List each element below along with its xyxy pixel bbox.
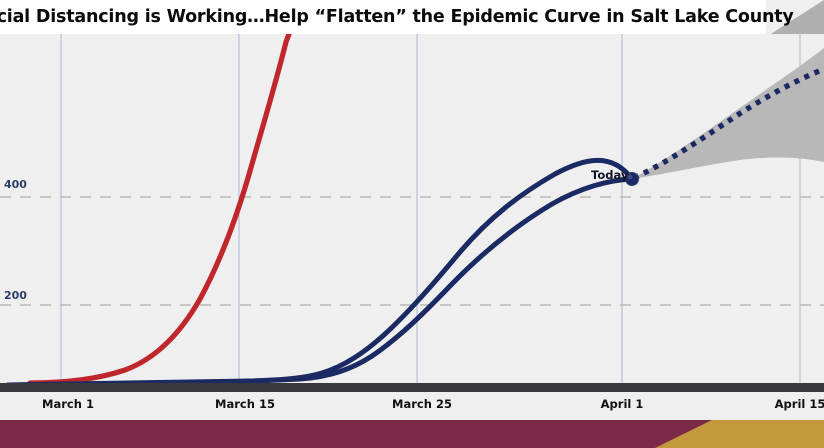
x-axis-label-april-15: April 15 [774, 397, 824, 411]
x-axis-label-march-25: March 25 [392, 397, 452, 411]
plot-background [0, 34, 824, 391]
bottom-brand-bar [0, 420, 824, 448]
horizontal-gridlines [0, 196, 824, 306]
x-axis-label-march-15: March 15 [215, 397, 275, 411]
x-axis-label-april-1: April 1 [600, 397, 644, 411]
curve-unmitigated-red [27, 34, 292, 386]
bottom-bar-svg [0, 420, 824, 448]
page-title: Social Distancing is Working…Help “Flatt… [0, 7, 794, 27]
chart-plot-area [0, 34, 824, 391]
curve-actual-navy-main [5, 176, 635, 388]
y-axis-label-200: 200 [4, 289, 27, 302]
brand-bar-gold-wedge [655, 420, 824, 448]
chart-svg [0, 34, 824, 391]
curve-projection-dotted [632, 66, 824, 181]
x-axis-bar [0, 383, 824, 392]
x-axis-label-strip: March 1 March 15 March 25 April 1 April … [0, 392, 824, 420]
confidence-band [632, 48, 824, 179]
x-axis-label-march-1: March 1 [42, 397, 94, 411]
y-axis-label-400: 400 [4, 178, 27, 191]
today-annotation-label: Today [591, 168, 629, 182]
today-marker-highlight [627, 174, 633, 180]
title-banner: Social Distancing is Working…Help “Flatt… [0, 0, 794, 34]
